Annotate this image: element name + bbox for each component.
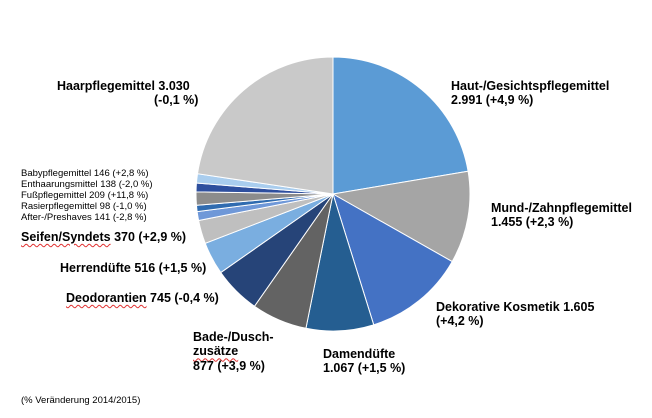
label-rasierpflege: Rasierpflegemittel 98 (-1,0 %) — [21, 201, 147, 212]
change-note: (% Veränderung 2014/2015) — [21, 395, 141, 406]
pie-slice-haarpflegemittel — [196, 56, 334, 195]
label-dekorative: Dekorative Kosmetik 1.605 (+4,2 %) — [436, 300, 595, 329]
pie-slice-haut-gesichtspflegemittel — [332, 56, 469, 195]
label-bade: Bade-/Dusch- zusätze 877 (+3,9 %) — [193, 330, 274, 373]
label-babypflege: Babypflegemittel 146 (+2,8 %) — [21, 168, 149, 179]
label-after-preshaves: After-/Preshaves 141 (-2,8 %) — [21, 212, 147, 223]
label-seifen: Seifen/Syndets 370 (+2,9 %) — [21, 230, 187, 244]
label-haarpflege: Haarpflegemittel 3.030 (-0,1 %) — [57, 79, 199, 108]
label-damenduefte: Damendüfte 1.067 (+1,5 %) — [323, 347, 406, 376]
label-deodorantien: Deodorantien 745 (-0,4 %) — [66, 291, 219, 305]
pie-slice-mund-zahnpflegemittel — [331, 170, 471, 263]
pie-slice-dekorative-kosmetik — [332, 192, 453, 326]
label-haut: Haut-/Gesichtspflegemittel 2.991 (+4,9 %… — [451, 79, 610, 108]
label-enthaarung: Enthaarungsmittel 138 (-2,0 %) — [21, 179, 153, 190]
label-fusspflege: Fußpflegemittel 209 (+11,8 %) — [21, 190, 149, 201]
label-herrenduefte: Herrendüfte 516 (+1,5 %) — [60, 261, 207, 275]
label-mund: Mund-/Zahnpflegemittel 1.455 (+2,3 %) — [491, 201, 632, 230]
